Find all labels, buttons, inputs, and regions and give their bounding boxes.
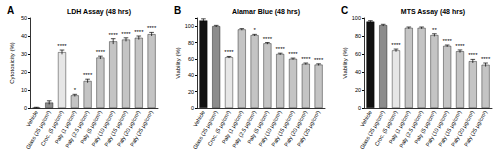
svg-text:C: C	[341, 5, 348, 16]
svg-text:Glass (25 μg/cm²): Glass (25 μg/cm²)	[24, 109, 52, 151]
svg-text:Cytotoxicity (%): Cytotoxicity (%)	[9, 42, 15, 84]
svg-text:Paly (25 μg/cm²): Paly (25 μg/cm²)	[463, 109, 488, 147]
svg-text:****: ****	[301, 56, 311, 62]
svg-text:****: ****	[288, 51, 298, 57]
svg-text:60: 60	[188, 56, 194, 62]
svg-text:LDH Assay (48 hrs): LDH Assay (48 hrs)	[67, 8, 131, 16]
svg-text:60: 60	[355, 51, 361, 57]
svg-text:****: ****	[121, 31, 131, 37]
svg-text:Paly (20 μg/cm²): Paly (20 μg/cm²)	[450, 109, 476, 148]
svg-text:****: ****	[276, 46, 286, 52]
svg-text:Paly (15 μg/cm²): Paly (15 μg/cm²)	[103, 109, 129, 148]
svg-text:50: 50	[21, 15, 27, 21]
svg-text:****: ****	[147, 25, 157, 31]
svg-text:Croc. (5 μg/cm²): Croc. (5 μg/cm²)	[206, 109, 232, 147]
svg-text:****: ****	[57, 43, 67, 49]
svg-text:20: 20	[355, 87, 361, 93]
svg-text:****: ****	[263, 36, 273, 42]
svg-text:Paly (5 μg/cm²): Paly (5 μg/cm²)	[413, 109, 437, 145]
svg-text:A: A	[7, 5, 14, 16]
svg-text:Glass (25 μg/cm²): Glass (25 μg/cm²)	[358, 109, 386, 151]
svg-text:80: 80	[355, 33, 361, 39]
svg-text:*: *	[253, 27, 256, 33]
svg-text:Croc. (5 μg/cm²): Croc. (5 μg/cm²)	[39, 109, 65, 147]
svg-text:40: 40	[355, 69, 361, 75]
svg-text:Paly (20 μg/cm²): Paly (20 μg/cm²)	[116, 109, 142, 148]
svg-text:Croc. (5 μg/cm²): Croc. (5 μg/cm²)	[373, 109, 399, 147]
svg-text:40: 40	[21, 33, 27, 39]
svg-text:Paly (2.5 μg/cm²): Paly (2.5 μg/cm²)	[64, 109, 91, 149]
svg-text:****: ****	[443, 38, 453, 44]
svg-text:****: ****	[391, 42, 401, 48]
svg-text:Paly (25 μg/cm²): Paly (25 μg/cm²)	[129, 109, 154, 147]
svg-text:B: B	[174, 5, 181, 16]
svg-text:20: 20	[188, 89, 194, 95]
svg-text:Paly (2.5 μg/cm²): Paly (2.5 μg/cm²)	[231, 109, 258, 149]
svg-text:Glass (25 μg/cm²): Glass (25 μg/cm²)	[191, 109, 219, 151]
svg-text:*: *	[74, 87, 77, 93]
svg-text:****: ****	[468, 52, 478, 58]
svg-text:Paly (5 μg/cm²): Paly (5 μg/cm²)	[246, 109, 270, 145]
svg-text:Vehicle: Vehicle	[359, 109, 373, 128]
svg-text:0: 0	[191, 105, 194, 111]
svg-text:Paly (20 μg/cm²): Paly (20 μg/cm²)	[283, 109, 309, 148]
svg-text:100: 100	[185, 23, 194, 29]
svg-text:Paly (5 μg/cm²): Paly (5 μg/cm²)	[79, 109, 103, 145]
svg-text:**: **	[432, 27, 437, 33]
svg-text:20: 20	[21, 69, 27, 75]
svg-text:Paly (10 μg/cm²): Paly (10 μg/cm²)	[90, 109, 116, 148]
svg-text:100: 100	[352, 15, 361, 21]
svg-text:Vehicle: Vehicle	[25, 109, 39, 128]
svg-text:Paly (15 μg/cm²): Paly (15 μg/cm²)	[437, 109, 463, 148]
svg-text:Viability (%): Viability (%)	[175, 47, 181, 79]
svg-text:80: 80	[188, 40, 194, 46]
svg-text:****: ****	[224, 49, 234, 55]
svg-text:10: 10	[21, 87, 27, 93]
svg-text:0: 0	[24, 105, 27, 111]
svg-text:Paly (10 μg/cm²): Paly (10 μg/cm²)	[424, 109, 450, 148]
svg-text:****: ****	[109, 32, 119, 38]
svg-text:Vehicle: Vehicle	[192, 109, 206, 128]
svg-text:****: ****	[481, 56, 491, 62]
svg-text:Paly (1 μg/cm²): Paly (1 μg/cm²)	[53, 109, 78, 145]
svg-text:0: 0	[358, 105, 361, 111]
svg-text:Paly (10 μg/cm²): Paly (10 μg/cm²)	[257, 109, 283, 148]
svg-text:Paly (2.5 μg/cm²): Paly (2.5 μg/cm²)	[398, 109, 425, 149]
svg-text:Alamar Blue (48 hrs): Alamar Blue (48 hrs)	[232, 8, 300, 16]
svg-text:30: 30	[21, 51, 27, 57]
svg-text:Paly (1 μg/cm²): Paly (1 μg/cm²)	[220, 109, 245, 145]
svg-text:Viability (%): Viability (%)	[342, 47, 348, 79]
svg-text:****: ****	[314, 57, 324, 63]
svg-text:MTS Assay (48 hrs): MTS Assay (48 hrs)	[401, 8, 465, 16]
svg-text:****: ****	[83, 72, 93, 78]
svg-text:Paly (15 μg/cm²): Paly (15 μg/cm²)	[270, 109, 296, 148]
svg-text:40: 40	[188, 72, 194, 78]
svg-text:Paly (25 μg/cm²): Paly (25 μg/cm²)	[296, 109, 321, 147]
svg-text:****: ****	[96, 49, 106, 55]
svg-text:****: ****	[134, 29, 144, 35]
svg-text:Paly (1 μg/cm²): Paly (1 μg/cm²)	[387, 109, 412, 145]
svg-text:****: ****	[455, 43, 465, 49]
